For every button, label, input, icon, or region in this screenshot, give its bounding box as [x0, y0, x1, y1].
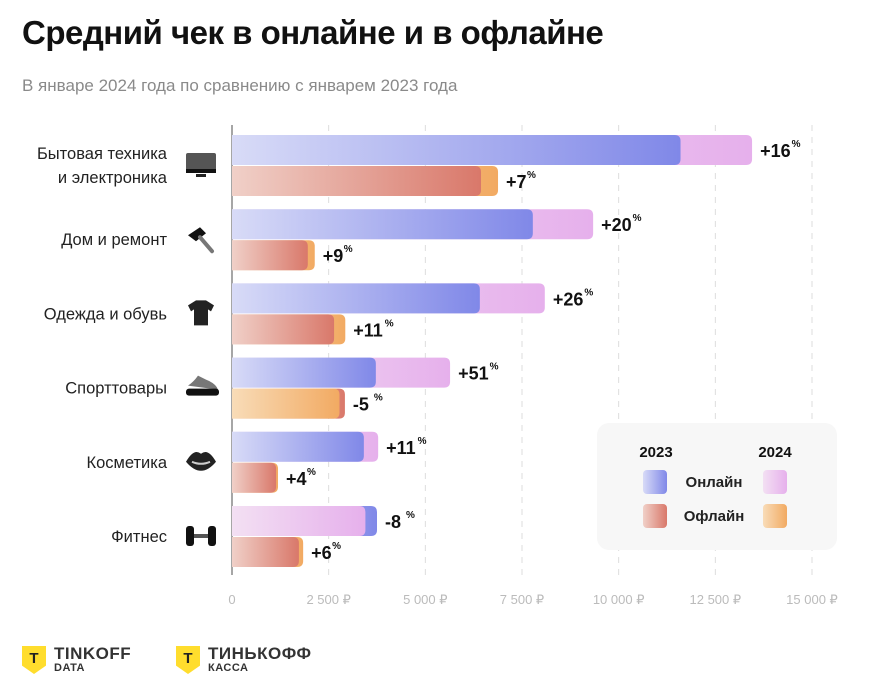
logo-line1: ТИНЬКОФФ — [208, 644, 312, 663]
category-label: Дом и ремонт — [61, 231, 167, 249]
category-label: Бытовая техника — [37, 145, 168, 163]
percent-sign: % — [374, 393, 383, 404]
bar-online-2023 — [232, 357, 376, 388]
tinkoff-data-logo: Т TINKOFF DATA — [22, 645, 131, 675]
percent-sign: % — [792, 139, 801, 150]
legend-swatch — [763, 504, 787, 528]
category-label: Спорттовары — [65, 380, 167, 398]
bar-offline-2023 — [232, 462, 277, 493]
change-label-online: -8 — [385, 512, 401, 532]
legend-year: 2023 — [639, 444, 672, 461]
dumbbell-icon — [186, 526, 216, 546]
bar-offline-2023 — [232, 314, 335, 345]
change-label-offline: -5 — [353, 395, 369, 415]
percent-sign: % — [406, 510, 415, 521]
shield-logo-icon: Т — [22, 646, 46, 674]
sneaker-icon — [186, 375, 219, 396]
bar-offline-2023 — [232, 166, 482, 196]
legend-label: Онлайн — [686, 474, 743, 491]
percent-sign: % — [418, 436, 427, 447]
x-tick-label: 15 000 ₽ — [786, 592, 838, 607]
x-tick-label: 10 000 ₽ — [593, 592, 645, 607]
bar-online-2023 — [232, 431, 364, 462]
change-label-offline: +7 — [506, 172, 527, 192]
percent-sign: % — [527, 170, 536, 181]
percent-sign: % — [307, 467, 316, 478]
x-tick-label: 2 500 ₽ — [306, 592, 350, 607]
x-tick-label: 0 — [228, 592, 235, 607]
percent-sign: % — [332, 541, 341, 552]
change-label-offline: +4 — [286, 469, 307, 489]
change-label-online: +16 — [760, 141, 791, 161]
legend-swatch — [763, 470, 787, 494]
change-label-online: +20 — [601, 215, 632, 235]
percent-sign: % — [385, 318, 394, 329]
change-label-offline: +6 — [311, 543, 332, 563]
logo-line1: TINKOFF — [54, 644, 132, 663]
category-label: Косметика — [86, 454, 167, 472]
change-label-online: +11 — [386, 438, 416, 458]
bar-chart: 0 2 500 ₽ 5 000 ₽ 7 500 ₽ 10 000 ₽ 12 500 ₽ 15… — [37, 125, 838, 607]
percent-sign: % — [584, 287, 593, 298]
category-label: и электроника — [58, 169, 168, 187]
bar-online-2023 — [232, 135, 681, 165]
shield-logo-icon: Т — [176, 646, 200, 674]
change-label-offline: +9 — [323, 246, 344, 266]
legend-swatch — [643, 504, 667, 528]
legend-label: Офлайн — [684, 508, 745, 525]
bar-offline-2023 — [232, 537, 299, 567]
category-label: Фитнес — [111, 528, 167, 546]
bar-online-2024 — [232, 506, 366, 536]
percent-sign: % — [344, 244, 353, 255]
percent-sign: % — [633, 213, 642, 224]
logo-line2: КАССА — [208, 662, 249, 674]
legend-year: 2024 — [758, 444, 792, 461]
bar-online-2023 — [232, 283, 480, 314]
monitor-icon — [186, 153, 216, 177]
x-tick-label: 7 500 ₽ — [500, 592, 544, 607]
change-label-online: +51 — [458, 364, 489, 384]
percent-sign: % — [490, 362, 499, 373]
x-tick-label: 5 000 ₽ — [403, 592, 447, 607]
category-label: Одежда и обувь — [44, 305, 167, 323]
change-label-offline: +11 — [353, 320, 383, 340]
bar-offline-2024 — [232, 388, 340, 419]
lips-icon — [186, 452, 216, 471]
x-tick-label: 12 500 ₽ — [690, 592, 742, 607]
legend-swatch — [643, 470, 667, 494]
tinkoff-kassa-logo: Т ТИНЬКОФФ КАССА — [176, 645, 312, 675]
hammer-icon — [188, 227, 214, 254]
chart-subtitle: В январе 2024 года по сравнению с январе… — [22, 76, 458, 95]
chart-title: Средний чек в онлайне и в офлайне — [22, 14, 604, 51]
tshirt-icon — [188, 300, 214, 326]
bar-online-2023 — [232, 209, 533, 240]
change-label-online: +26 — [553, 289, 584, 309]
logo-line2: DATA — [54, 662, 85, 674]
bar-offline-2023 — [232, 240, 308, 271]
